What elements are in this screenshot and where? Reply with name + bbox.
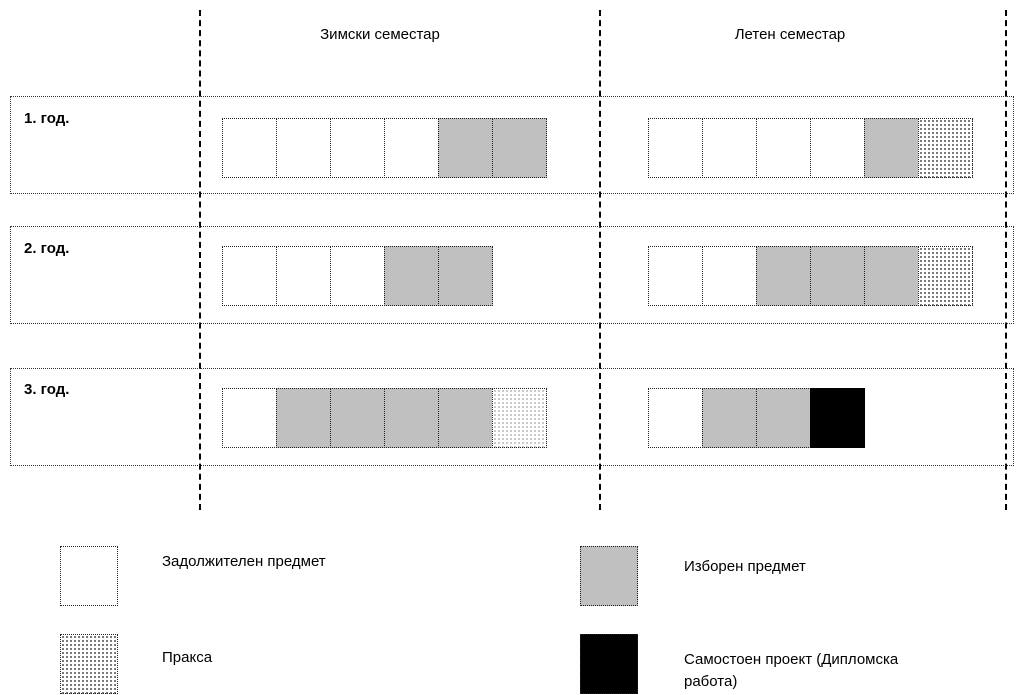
year-label-3: 3. год. xyxy=(24,381,70,398)
separator-middle xyxy=(599,10,601,510)
course-cell-practice-light xyxy=(492,388,547,448)
legend-swatch-project xyxy=(580,634,638,694)
separator-left xyxy=(199,10,201,510)
course-cell-mandatory xyxy=(222,118,277,178)
year-label-1: 1. год. xyxy=(24,110,70,127)
legend-label-mandatory: Задолжителен предмет xyxy=(162,553,326,570)
legend-label-project-line1: Самостоен проект (Дипломска xyxy=(684,651,899,668)
year-band-3 xyxy=(10,368,1014,466)
course-cell-mandatory xyxy=(648,118,703,178)
header-winter-semester: Зимски семестар xyxy=(320,26,440,43)
legend-label-practice: Пракса xyxy=(162,649,213,666)
separator-right xyxy=(1005,10,1007,510)
course-cell-mandatory xyxy=(648,246,703,306)
legend-label-project-line2: работа) xyxy=(684,673,738,690)
course-cell-mandatory xyxy=(330,246,385,306)
legend-label-elective: Изборен предмет xyxy=(684,558,806,575)
course-cell-elective xyxy=(276,388,331,448)
year-label-2: 2. год. xyxy=(24,240,70,257)
course-cell-mandatory xyxy=(702,118,757,178)
year-band-2 xyxy=(10,226,1014,324)
course-cell-mandatory xyxy=(648,388,703,448)
course-cell-mandatory xyxy=(384,118,439,178)
course-cell-elective xyxy=(810,246,865,306)
course-cell-elective xyxy=(492,118,547,178)
course-cell-mandatory xyxy=(330,118,385,178)
course-cell-elective xyxy=(756,246,811,306)
course-cell-elective xyxy=(438,388,493,448)
legend-swatch-mandatory xyxy=(60,546,118,606)
course-cell-mandatory xyxy=(756,118,811,178)
course-cell-elective xyxy=(384,246,439,306)
course-cell-mandatory xyxy=(810,118,865,178)
course-cell-mandatory xyxy=(222,388,277,448)
course-cell-mandatory xyxy=(276,246,331,306)
course-cell-elective xyxy=(384,388,439,448)
course-cell-elective xyxy=(864,246,919,306)
course-cell-elective xyxy=(702,388,757,448)
course-cell-mandatory xyxy=(702,246,757,306)
course-cell-project xyxy=(810,388,865,448)
course-cell-mandatory xyxy=(222,246,277,306)
course-cell-elective xyxy=(438,118,493,178)
course-cell-elective xyxy=(756,388,811,448)
legend-swatch-practice xyxy=(60,634,118,694)
legend-swatch-elective xyxy=(580,546,638,606)
course-cell-elective xyxy=(438,246,493,306)
course-cell-mandatory xyxy=(276,118,331,178)
year-band-1 xyxy=(10,96,1014,194)
course-cell-elective xyxy=(864,118,919,178)
course-cell-elective xyxy=(330,388,385,448)
header-summer-semester: Летен семестар xyxy=(734,26,846,43)
course-cell-practice xyxy=(918,246,973,306)
course-cell-practice xyxy=(918,118,973,178)
